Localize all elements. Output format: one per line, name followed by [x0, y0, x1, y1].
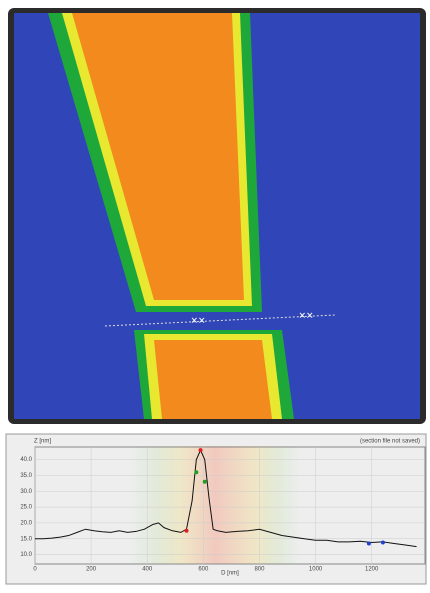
cursor-marker: [203, 480, 207, 484]
screen: ✕✕ ✕✕ Z [nm] D [nm] (section file not sa…: [0, 0, 430, 588]
y-tick-label: 40.0: [20, 457, 32, 463]
cursor-marker: [199, 448, 203, 452]
x-tick-label: 1000: [309, 567, 323, 573]
y-tick-label: 10.0: [20, 552, 32, 558]
y-tick-label: 20.0: [20, 520, 32, 526]
profile-glow: [130, 446, 300, 564]
y-tick-label: 15.0: [20, 536, 32, 542]
x-tick-label: 800: [254, 567, 265, 573]
afm-image: ✕✕ ✕✕: [8, 8, 426, 424]
note: (section file not saved): [360, 439, 420, 445]
x-tick-label: 400: [142, 567, 153, 573]
x-tick-label: 600: [198, 567, 209, 573]
x-tick-label: 1200: [365, 567, 379, 573]
y-tick-label: 30.0: [20, 489, 32, 495]
cursor-marker: [185, 529, 189, 533]
cursor-marker: [381, 540, 385, 544]
cursor-marker: [367, 541, 371, 545]
y-tick-label: 35.0: [20, 473, 32, 479]
section-cursor: ✕✕: [298, 310, 313, 320]
y-axis-label: Z [nm]: [34, 439, 51, 445]
x-tick-label: 200: [86, 567, 97, 573]
section-cursor: ✕✕: [190, 315, 205, 325]
y-tick-label: 25.0: [20, 505, 32, 511]
x-axis-label: D [nm]: [221, 571, 239, 577]
cursor-marker: [194, 470, 198, 474]
lower-strip: [154, 340, 272, 419]
